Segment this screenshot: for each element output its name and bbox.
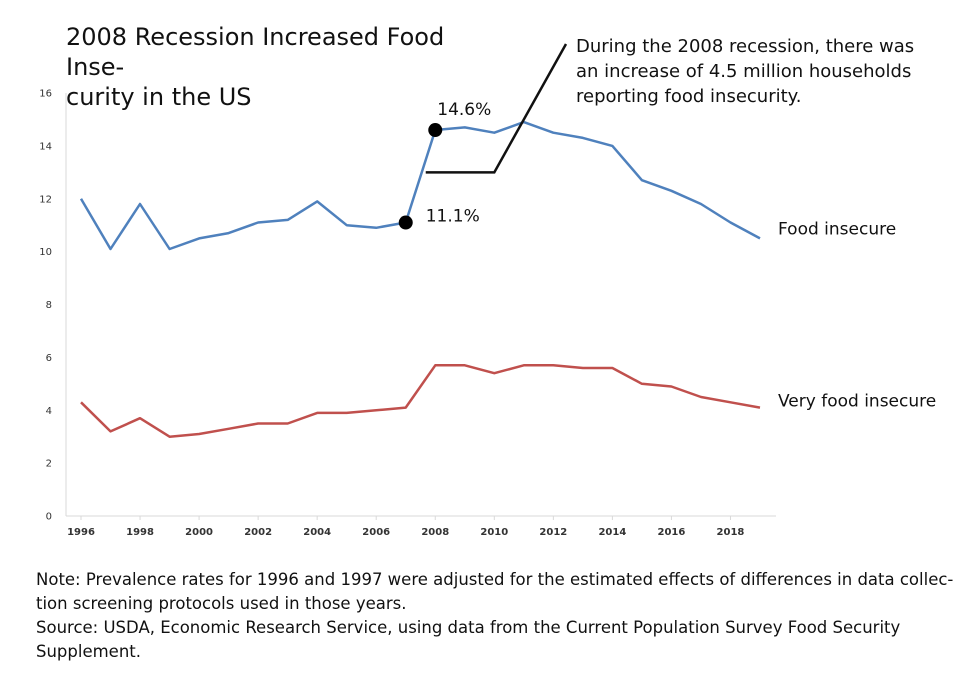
callout-line-1: During the 2008 recession, there was [576, 36, 915, 57]
chart-title-line-2: curity in the US [66, 83, 252, 111]
callout-line-2: an increase of 4.5 million households [576, 61, 912, 82]
y-tick-label: 6 [46, 353, 52, 364]
chart-title-line-1: 2008 Recession Increased Food Inse- [66, 23, 445, 81]
source-note: Note: Prevalence rates for 1996 and 1997… [36, 568, 956, 664]
very-food-insecure-label: Very food insecure [778, 392, 936, 412]
x-tick-label: 2004 [303, 527, 331, 538]
recession-callout: During the 2008 recession, there was an … [576, 34, 956, 109]
x-tick-label: 2012 [539, 527, 567, 538]
very-food-insecure-line [80, 364, 761, 438]
y-tick-label: 16 [39, 89, 52, 100]
x-tick-label: 2010 [480, 527, 508, 538]
y-tick-label: 0 [46, 512, 52, 523]
food-insecure-line [79, 120, 761, 251]
callout-connector [425, 43, 568, 174]
y-tick-label: 10 [39, 247, 52, 258]
note-line-1: Note: Prevalence rates for 1996 and 1997… [36, 570, 954, 589]
y-tick-label: 12 [39, 194, 52, 205]
marker-2007 [398, 215, 413, 230]
chart-title: 2008 Recession Increased Food Inse- curi… [66, 22, 486, 112]
x-tick-label: 2000 [185, 527, 213, 538]
marker-2008 [428, 123, 443, 138]
label-2007-value: 11.1% [426, 207, 480, 227]
callout-line-3: reporting food insecurity. [576, 86, 802, 107]
x-tick-label: 2016 [658, 527, 686, 538]
x-tick-label: 2002 [244, 527, 272, 538]
note-line-4: Supplement. [36, 642, 142, 661]
y-tick-label: 4 [46, 406, 52, 417]
note-line-2: tion screening protocols used in those y… [36, 594, 407, 613]
x-tick-label: 2014 [598, 527, 626, 538]
note-line-3: Source: USDA, Economic Research Service,… [36, 618, 901, 637]
x-tick-label: 2006 [362, 527, 390, 538]
y-tick-label: 8 [46, 300, 52, 311]
x-tick-label: 2008 [421, 527, 449, 538]
x-tick-label: 1996 [67, 527, 95, 538]
x-tick-label: 2018 [717, 527, 745, 538]
food-insecure-label: Food insecure [778, 219, 896, 239]
y-tick-label: 2 [46, 459, 52, 470]
x-tick-label: 1998 [126, 527, 154, 538]
y-tick-label: 14 [39, 141, 52, 152]
label-2008-value: 14.6% [437, 100, 491, 120]
